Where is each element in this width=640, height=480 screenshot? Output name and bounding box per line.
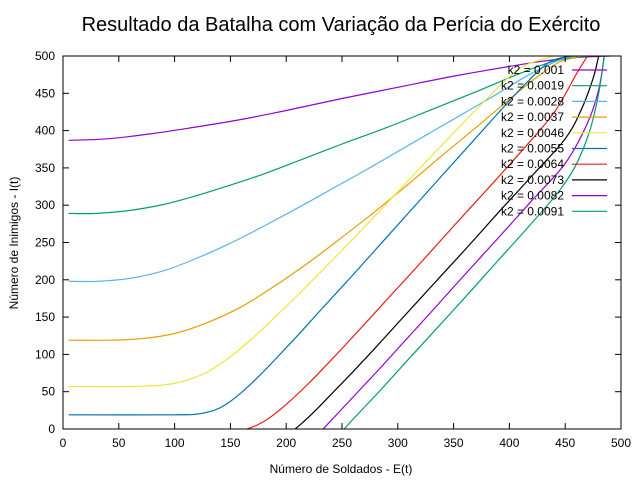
x-tick-label: 100	[165, 436, 185, 450]
y-tick-label: 400	[35, 124, 55, 138]
x-tick-label: 350	[444, 436, 464, 450]
series-line-5	[68, 55, 555, 388]
series-layer	[68, 55, 610, 430]
x-tick-label: 300	[388, 436, 408, 450]
series-line-9	[322, 55, 605, 430]
series-line-3	[68, 55, 588, 283]
legend-label-9: k2 = 0.0082	[501, 189, 564, 203]
y-tick-label: 50	[42, 385, 56, 399]
series-line-7	[246, 55, 589, 430]
y-tick-label: 0	[48, 422, 55, 436]
legend-label-8: k2 = 0.0073	[501, 173, 564, 187]
legend-label-5: k2 = 0.0046	[501, 126, 564, 140]
legend-label-2: k2 = 0.0019	[501, 79, 564, 93]
x-tick-label: 200	[276, 436, 296, 450]
y-tick-label: 350	[35, 161, 55, 175]
y-tick-label: 250	[35, 236, 55, 250]
series-line-6	[68, 55, 571, 416]
legend-label-4: k2 = 0.0037	[501, 110, 564, 124]
series-line-10	[343, 55, 605, 430]
ticks-layer: 0 50 100 150 200 250 300 350 400 450 500 0 50 100 150 2…	[35, 49, 631, 450]
y-tick-label: 150	[35, 310, 55, 324]
y-tick-label: 450	[35, 86, 55, 100]
x-tick-label: 0	[60, 436, 67, 450]
x-axis-label: Número de Soldados - E(t)	[270, 462, 413, 476]
x-tick-label: 150	[220, 436, 240, 450]
series-line-1	[68, 55, 610, 141]
y-tick-label: 300	[35, 198, 55, 212]
legend-label-6: k2 = 0.0055	[501, 142, 564, 156]
chart-title: Resultado da Batalha com Variação da Per…	[82, 14, 601, 36]
y-tick-label: 500	[35, 49, 55, 63]
legend-label-3: k2 = 0.0028	[501, 94, 564, 108]
y-axis-label: Número de Inimigos - I(t)	[7, 177, 21, 310]
x-tick-label: 500	[611, 436, 631, 450]
x-tick-label: 50	[112, 436, 126, 450]
x-tick-label: 400	[499, 436, 519, 450]
x-tick-label: 450	[555, 436, 575, 450]
x-tick-label: 250	[332, 436, 352, 450]
legend-label-10: k2 = 0.0091	[501, 204, 564, 218]
y-tick-label: 100	[35, 347, 55, 361]
legend-label-1: k2 = 0.001	[508, 63, 565, 77]
y-tick-label: 200	[35, 273, 55, 287]
legend-label-7: k2 = 0.0064	[501, 157, 564, 171]
